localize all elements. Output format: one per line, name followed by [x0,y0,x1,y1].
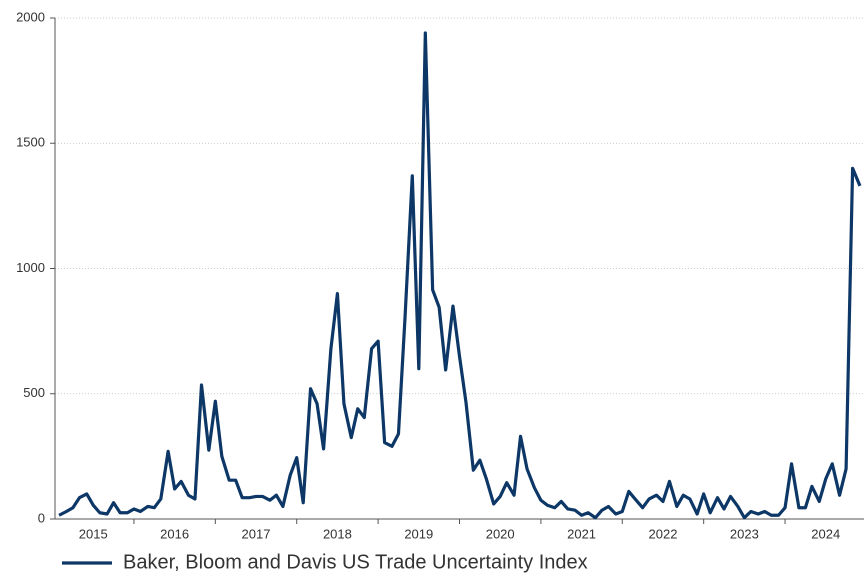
x-tick-label: 2019 [404,526,433,541]
x-tick-label: 2015 [79,526,108,541]
x-tick-label: 2016 [160,526,189,541]
y-tick-label: 0 [38,510,45,525]
y-tick-label: 2000 [16,9,45,24]
y-tick-label: 500 [23,385,45,400]
data-line [58,31,862,520]
x-tick-label: 2024 [811,526,840,541]
y-tick-label: 1000 [16,260,45,275]
x-tick-label: 2020 [486,526,515,541]
x-tick-label: 2023 [730,526,759,541]
x-tick-label: 2017 [242,526,271,541]
x-tick-label: 2018 [323,526,352,541]
x-tick-label: 2022 [649,526,678,541]
y-tick-label: 1500 [16,135,45,150]
x-tick-label: 2021 [567,526,596,541]
legend-label: Baker, Bloom and Davis US Trade Uncertai… [123,551,588,573]
